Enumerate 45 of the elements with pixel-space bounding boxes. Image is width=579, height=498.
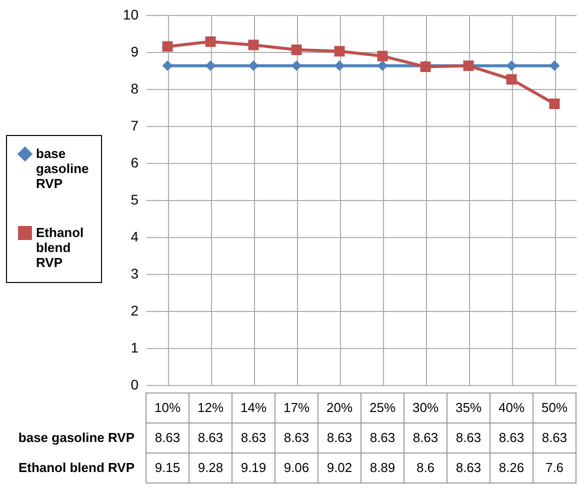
y-tick-label: 8: [130, 80, 139, 96]
data-label: 8.6: [416, 460, 435, 475]
x-tick-label: 17%: [283, 400, 310, 415]
x-tick-label: 12%: [197, 400, 224, 415]
y-tick-label: 5: [130, 192, 139, 208]
data-label: 8.63: [284, 430, 310, 445]
data-label: 9.28: [198, 460, 224, 475]
x-tick-label: 10%: [154, 400, 181, 415]
x-tick-label: 14%: [240, 400, 267, 415]
data-label: 8.63: [456, 460, 482, 475]
data-label: 9.06: [284, 460, 310, 475]
data-label: 8.63: [326, 430, 352, 445]
data-label: 8.63: [240, 430, 266, 445]
y-tick-label: 7: [130, 118, 139, 134]
x-tick-label: 35%: [455, 400, 482, 415]
legend-label: base gasoline RVP: [36, 146, 89, 191]
data-label: 8.63: [154, 430, 180, 445]
y-tick-label: 10: [122, 6, 139, 22]
text: base gasoline RVP: [18, 430, 134, 445]
data-label: 8.63: [498, 430, 524, 445]
data-label: 9.02: [326, 460, 352, 475]
data-label: 8.26: [498, 460, 524, 475]
data-label: 8.89: [370, 460, 396, 475]
data-label: 8.63: [456, 430, 482, 445]
data-label: 8.63: [370, 430, 396, 445]
x-tick-label: 25%: [369, 400, 396, 415]
data-label: 8.63: [542, 430, 568, 445]
x-tick-label: 40%: [498, 400, 525, 415]
data-label: 8.63: [412, 430, 438, 445]
y-tick-label: 6: [130, 154, 139, 170]
x-tick-label: 30%: [412, 400, 439, 415]
legend-label: Ethanol blend RVP: [36, 225, 84, 270]
y-tick-label: 4: [130, 228, 139, 244]
y-tick-label: 1: [130, 340, 139, 356]
text: Ethanol blend RVP: [18, 460, 134, 475]
data-label: 8.63: [198, 430, 224, 445]
x-tick-label: 20%: [326, 400, 353, 415]
data-label: 9.15: [154, 460, 180, 475]
y-tick-label: 2: [130, 302, 139, 318]
data-label: 7.6: [545, 460, 564, 475]
y-tick-label: 3: [130, 266, 139, 282]
data-label: 9.19: [240, 460, 266, 475]
x-tick-label: 50%: [541, 400, 568, 415]
y-tick-label: 9: [130, 44, 139, 60]
y-tick-label: 0: [130, 376, 139, 392]
